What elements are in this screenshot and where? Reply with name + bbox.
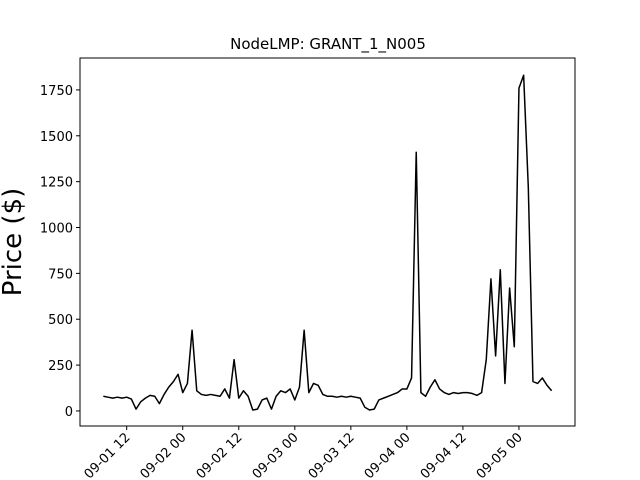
- y-tick-label: 1750: [40, 84, 73, 99]
- plot-frame: [79, 57, 576, 427]
- x-tick-label: 09-01 12: [82, 430, 134, 480]
- y-tick-label: 250: [48, 359, 73, 374]
- y-axis-label: Price ($): [0, 188, 28, 297]
- x-tick-label: 09-03 00: [250, 430, 302, 480]
- y-tick-label: 1250: [40, 176, 73, 191]
- y-tick-label: 0: [65, 405, 73, 420]
- price-line: [103, 74, 553, 411]
- x-tick-label: 09-05 00: [474, 430, 526, 480]
- x-tick-label: 09-02 12: [194, 430, 246, 480]
- x-tick-label: 09-02 00: [138, 430, 190, 480]
- y-tick-label: 500: [48, 313, 73, 328]
- x-tick-label: 09-04 12: [418, 430, 470, 480]
- x-tick-label: 09-04 00: [362, 430, 414, 480]
- y-tick-label: 1000: [40, 222, 73, 237]
- y-tick-label: 750: [48, 267, 73, 282]
- y-tick-label: 1500: [40, 130, 73, 145]
- chart-title: NodeLMP: GRANT_1_N005: [230, 35, 426, 54]
- x-tick-label: 09-03 12: [306, 430, 358, 480]
